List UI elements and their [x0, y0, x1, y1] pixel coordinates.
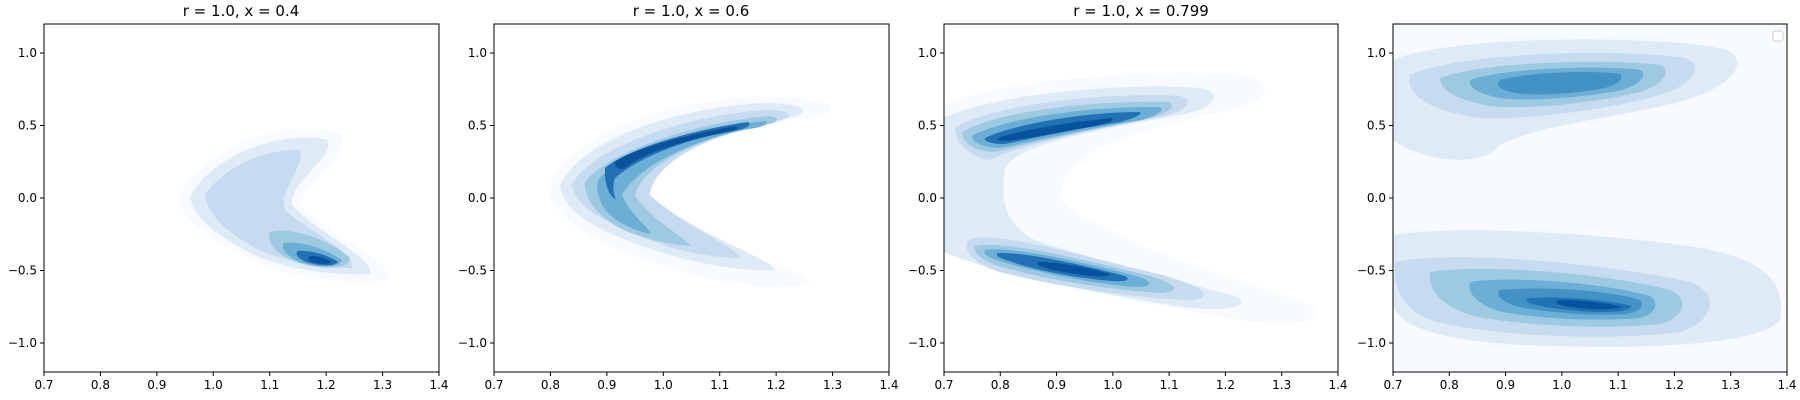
y-tick-label: −0.5: [1357, 264, 1386, 278]
x-tick-label: 0.7: [484, 378, 503, 392]
density-level-5: [1498, 72, 1642, 315]
y-tick-label: 0.0: [918, 191, 937, 205]
x-tick-label: 1.2: [767, 378, 786, 392]
y-tick-label: −1.0: [1357, 336, 1386, 350]
subplot-3-title: r = 1.0, x = 0.799: [1073, 2, 1209, 20]
x-tick-label: 0.9: [147, 378, 166, 392]
subplot-1-yticks: 1.0 0.5 0.0 −0.5 −1.0: [8, 46, 44, 350]
x-tick-label: 0.7: [34, 378, 53, 392]
x-tick-label: 1.4: [429, 378, 448, 392]
subplot-1: r = 1.0, x = 0.4 0.7 0.8 0.9 1.0 1.1 1.2 1.3 1.…: [8, 2, 449, 392]
x-tick-label: 0.8: [541, 378, 560, 392]
legend-box: [1772, 30, 1784, 42]
x-tick-label: 0.7: [1383, 378, 1402, 392]
x-tick-label: 1.1: [1609, 378, 1628, 392]
x-tick-label: 1.3: [1721, 378, 1740, 392]
y-tick-label: −0.5: [908, 264, 937, 278]
x-tick-label: 0.8: [91, 378, 110, 392]
density-level-3: [1429, 61, 1683, 327]
y-tick-label: 0.5: [918, 119, 937, 133]
y-tick-label: 1.0: [918, 46, 937, 60]
x-tick-label: 1.0: [204, 378, 223, 392]
y-tick-label: −1.0: [908, 336, 937, 350]
y-tick-label: 1.0: [18, 46, 37, 60]
density-level-7: [1556, 300, 1622, 310]
x-tick-label: 1.4: [1777, 378, 1796, 392]
x-tick-label: 1.2: [1216, 378, 1235, 392]
y-tick-label: 0.5: [18, 119, 37, 133]
subplot-3: r = 1.0, x = 0.799 0.7 0.8 0.9 1.0 1.1 1.2 1.3…: [908, 2, 1348, 392]
subplot-2-plot-area: [494, 24, 889, 372]
x-tick-label: 0.8: [1440, 378, 1459, 392]
x-tick-label: 1.1: [260, 378, 279, 392]
subplot-1-title: r = 1.0, x = 0.4: [183, 2, 300, 20]
x-tick-label: 1.1: [1160, 378, 1179, 392]
subplot-1-xticks: 0.7 0.8 0.9 1.0 1.1 1.2 1.3 1.4: [34, 372, 449, 392]
x-tick-label: 1.4: [1328, 378, 1347, 392]
x-tick-label: 1.1: [710, 378, 729, 392]
subplot-4-yticks: 1.0 0.5 0.0 −0.5 −1.0: [1357, 46, 1393, 350]
x-tick-label: 1.3: [373, 378, 392, 392]
y-tick-label: 0.0: [1367, 191, 1386, 205]
y-tick-label: 0.0: [18, 191, 37, 205]
density-level-7: [308, 256, 332, 264]
subplot-4: 0.7 0.8 0.9 1.0 1.1 1.2 1.3 1.4 1.0 0.5 0.0 −0.5 −1…: [1357, 23, 1797, 392]
x-tick-label: 1.3: [823, 378, 842, 392]
density-level-7: [614, 126, 738, 169]
subplot-4-plot-area: [1393, 24, 1787, 372]
y-tick-label: 0.5: [1367, 119, 1386, 133]
density-level-2: [560, 103, 803, 271]
density-level-2: [1394, 52, 1710, 337]
subplot-4-xticks: 0.7 0.8 0.9 1.0 1.1 1.2 1.3 1.4: [1383, 372, 1797, 392]
subplot-3-xticks: 0.7 0.8 0.9 1.0 1.1 1.2 1.3 1.4: [934, 372, 1348, 392]
x-tick-label: 0.9: [1047, 378, 1066, 392]
subplot-3-yticks: 1.0 0.5 0.0 −0.5 −1.0: [908, 46, 944, 350]
y-tick-label: 0.5: [468, 119, 487, 133]
y-tick-label: 1.0: [468, 46, 487, 60]
x-tick-label: 0.9: [1496, 378, 1515, 392]
x-tick-label: 1.0: [1552, 378, 1571, 392]
x-tick-label: 0.8: [991, 378, 1010, 392]
x-tick-label: 1.0: [654, 378, 673, 392]
x-tick-label: 1.2: [317, 378, 336, 392]
x-tick-label: 0.7: [934, 378, 953, 392]
subplot-2-title: r = 1.0, x = 0.6: [633, 2, 750, 20]
y-tick-label: −0.5: [458, 264, 487, 278]
x-tick-label: 0.9: [597, 378, 616, 392]
y-tick-label: −1.0: [458, 336, 487, 350]
x-tick-label: 1.0: [1103, 378, 1122, 392]
x-tick-label: 1.4: [879, 378, 898, 392]
y-tick-label: −0.5: [8, 264, 37, 278]
subplot-3-plot-area: [944, 24, 1338, 372]
subplot-2-yticks: 1.0 0.5 0.0 −0.5 −1.0: [458, 46, 494, 350]
x-tick-label: 1.2: [1665, 378, 1684, 392]
y-tick-label: −1.0: [8, 336, 37, 350]
subplot-2: r = 1.0, x = 0.6 0.7 0.8 0.9 1.0 1.1 1.2 1.3 1.…: [458, 2, 899, 392]
y-tick-label: 0.0: [468, 191, 487, 205]
y-tick-label: 1.0: [1367, 46, 1386, 60]
x-tick-label: 1.3: [1272, 378, 1291, 392]
subplot-1-plot-area: [44, 24, 439, 372]
density-level-4: [1469, 67, 1656, 320]
subplot-2-xticks: 0.7 0.8 0.9 1.0 1.1 1.2 1.3 1.4: [484, 372, 899, 392]
